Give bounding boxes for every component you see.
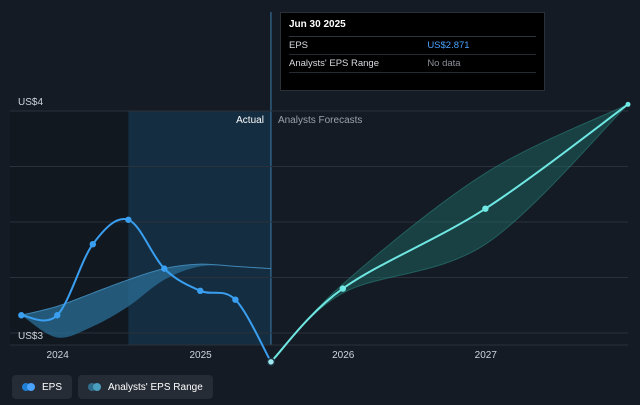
tooltip-range-value: No data [427,58,461,69]
legend-eps-label: EPS [42,381,63,393]
eps-dot-icon [22,383,35,391]
actual-highlight-region [128,111,271,345]
legend-item-analysts-range[interactable]: Analysts' EPS Range [78,375,213,399]
forecast-point [482,205,489,212]
hovered-point [266,357,276,367]
hover-tooltip: Jun 30 2025 EPS US$2.871 Analysts' EPS R… [280,12,545,91]
eps-point [54,312,61,319]
eps-point [125,216,132,223]
y-tick-label: US$4 [18,97,43,108]
forecast-region-label: Analysts Forecasts [278,115,362,126]
tooltip-row-range: Analysts' EPS Range No data [289,55,536,73]
analysts-eps-range-area [21,264,271,338]
forecast-range-area [270,103,629,363]
tooltip-row-eps: EPS US$2.871 [289,37,536,55]
eps-point [18,312,25,319]
eps-point [89,241,97,248]
analysts-range-upper-line [21,263,271,316]
tooltip-eps-label: EPS [289,40,309,51]
y-tick-label: US$3 [18,331,43,342]
tooltip-range-label: Analysts' EPS Range [289,58,379,69]
legend-range-label: Analysts' EPS Range [108,381,203,393]
forecast-point [339,285,347,292]
x-tick-label: 2025 [190,350,213,361]
eps-forecast-line [270,103,629,363]
eps-point [232,296,239,303]
x-tick-label: 2026 [332,350,355,361]
x-tick-label: 2024 [47,350,70,361]
eps-point [197,287,204,295]
forecast-point [625,101,631,107]
actual-region-label: Actual [236,115,264,126]
eps-point [161,265,168,272]
tooltip-date: Jun 30 2025 [289,19,536,37]
x-tick-label: 2027 [475,350,498,361]
chart-legend: EPS Analysts' EPS Range [12,375,213,399]
legend-item-eps[interactable]: EPS [12,375,73,399]
tooltip-eps-value: US$2.871 [427,40,470,51]
range-dot-icon [88,383,102,391]
eps-chart: US$4 US$3 2024 2025 2026 2027 Actual Analysts F… [10,12,631,367]
